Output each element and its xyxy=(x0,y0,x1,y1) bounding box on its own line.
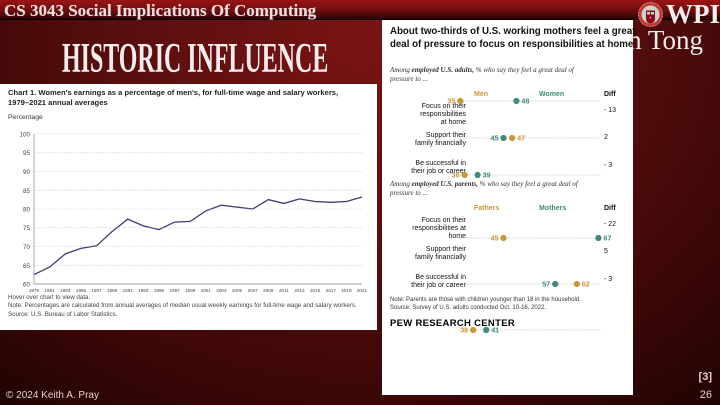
svg-text:75: 75 xyxy=(23,225,31,232)
svg-text:2015: 2015 xyxy=(310,288,321,293)
svg-text:2019: 2019 xyxy=(341,288,352,293)
svg-text:2017: 2017 xyxy=(326,288,337,293)
svg-text:70: 70 xyxy=(23,244,31,251)
svg-text:35: 35 xyxy=(447,96,455,105)
svg-text:2001: 2001 xyxy=(201,288,212,293)
svg-text:39: 39 xyxy=(483,170,491,179)
svg-text:1983: 1983 xyxy=(60,288,71,293)
svg-text:2011: 2011 xyxy=(279,288,289,293)
svg-text:1981: 1981 xyxy=(44,288,55,293)
svg-text:2013: 2013 xyxy=(294,288,305,293)
svg-text:1993: 1993 xyxy=(138,288,149,293)
svg-text:1985: 1985 xyxy=(76,288,87,293)
svg-text:2007: 2007 xyxy=(248,288,259,293)
svg-text:36: 36 xyxy=(452,170,460,179)
svg-text:65: 65 xyxy=(23,263,31,270)
svg-text:1999: 1999 xyxy=(185,288,196,293)
svg-text:1991: 1991 xyxy=(123,288,134,293)
svg-text:100: 100 xyxy=(19,132,30,139)
svg-text:2003: 2003 xyxy=(216,288,227,293)
svg-text:1997: 1997 xyxy=(169,288,180,293)
svg-text:90: 90 xyxy=(23,169,31,176)
svg-text:45: 45 xyxy=(491,133,499,142)
svg-text:2009: 2009 xyxy=(263,288,274,293)
svg-text:1987: 1987 xyxy=(91,288,102,293)
svg-text:48: 48 xyxy=(521,96,529,105)
svg-text:38: 38 xyxy=(460,325,468,334)
svg-text:1979: 1979 xyxy=(29,288,40,293)
svg-text:2005: 2005 xyxy=(232,288,243,293)
svg-text:80: 80 xyxy=(23,207,31,214)
svg-text:2021: 2021 xyxy=(357,288,368,293)
svg-text:57: 57 xyxy=(542,279,550,288)
svg-text:47: 47 xyxy=(517,133,525,142)
svg-text:67: 67 xyxy=(603,233,611,242)
svg-text:95: 95 xyxy=(23,150,31,157)
svg-text:62: 62 xyxy=(582,279,590,288)
svg-text:45: 45 xyxy=(491,233,499,242)
svg-text:85: 85 xyxy=(23,188,31,195)
svg-text:1989: 1989 xyxy=(107,288,118,293)
svg-text:41: 41 xyxy=(491,325,499,334)
svg-text:1995: 1995 xyxy=(154,288,165,293)
